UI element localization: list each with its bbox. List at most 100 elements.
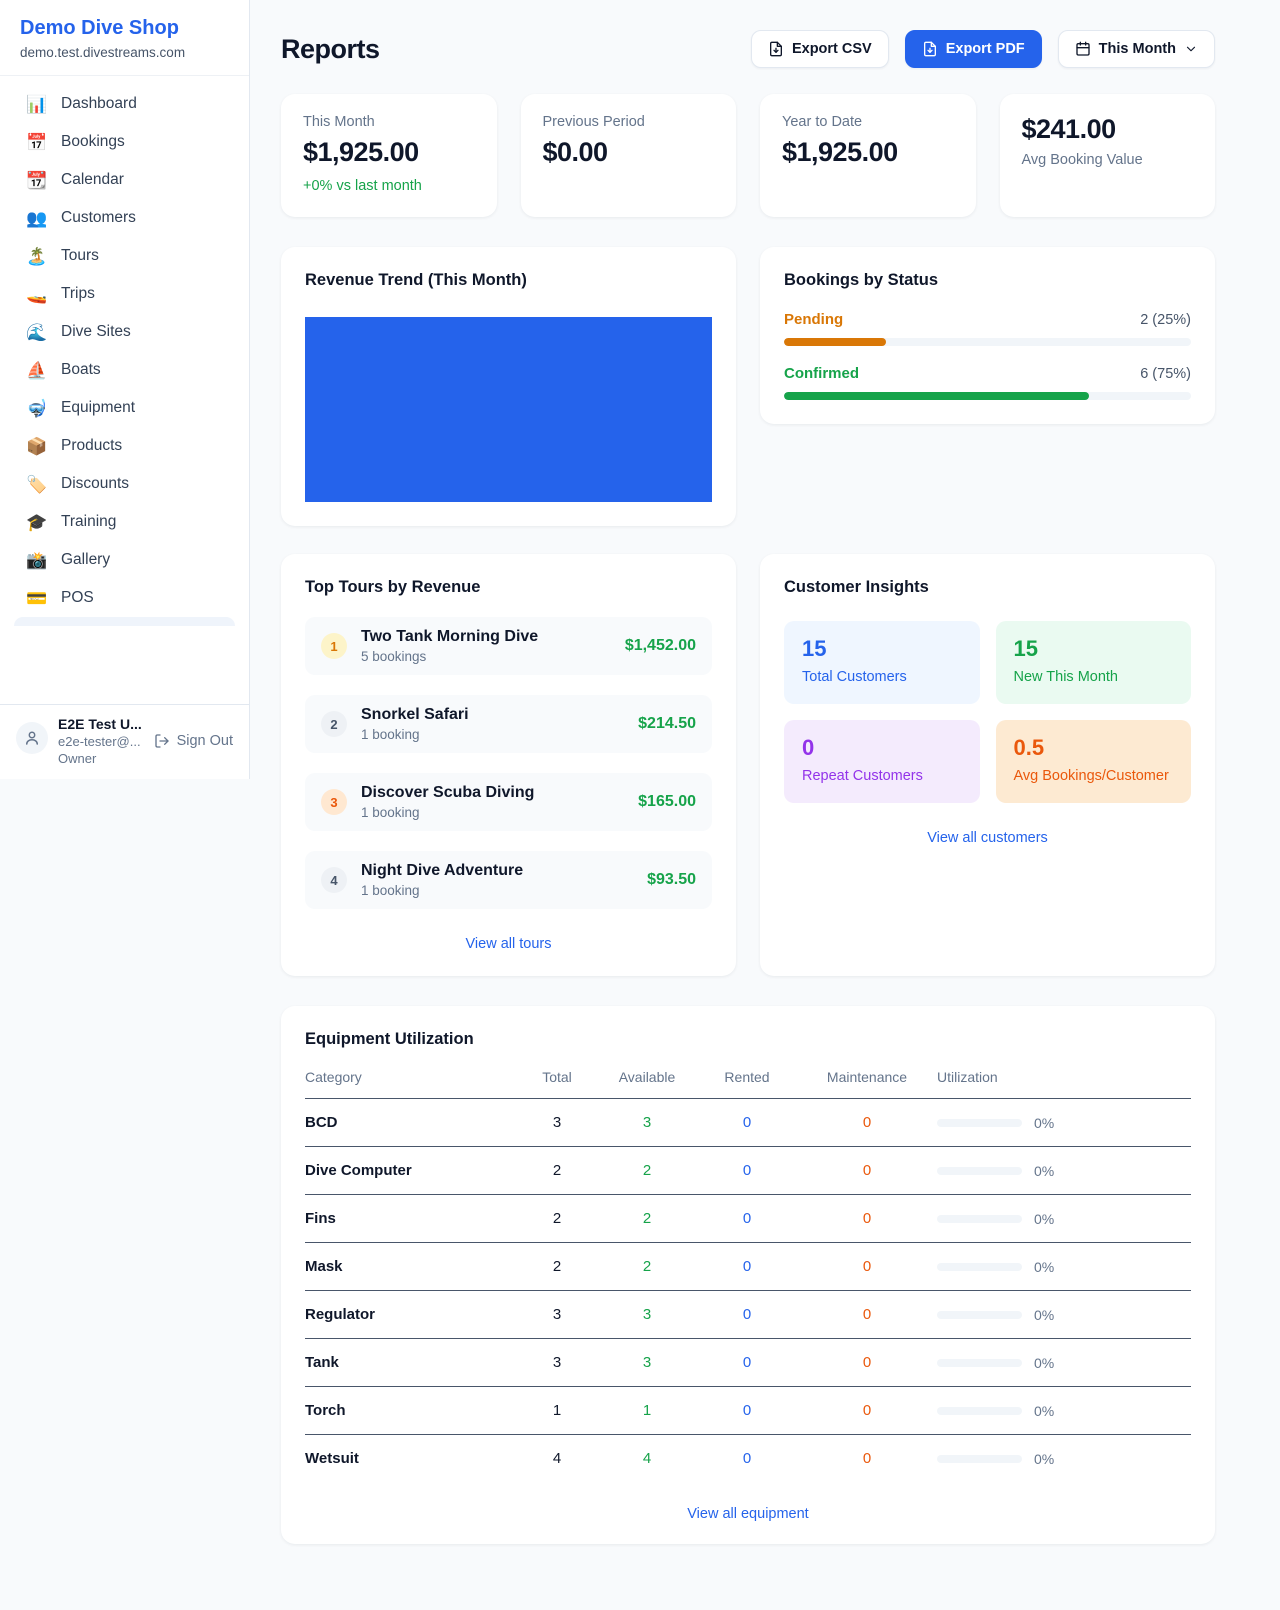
tour-name: Night Dive Adventure <box>361 862 524 879</box>
sidebar-item-dashboard[interactable]: 📊 Dashboard <box>12 85 237 123</box>
progress-fill <box>784 392 1090 400</box>
table-row: BCD 3 3 0 0 0% <box>305 1099 1191 1147</box>
table-header: Category Total Available Rented Maintena… <box>305 1069 1191 1099</box>
view-all-equipment-link[interactable]: View all equipment <box>687 1506 809 1522</box>
card-title: Bookings by Status <box>784 271 939 289</box>
sidebar-item-gallery[interactable]: 📸 Gallery <box>12 541 237 579</box>
cell-rented: 0 <box>742 1402 752 1419</box>
cell-category: Regulator <box>305 1306 376 1323</box>
utilization-bar <box>937 1454 1022 1463</box>
status-label: Pending <box>784 311 844 328</box>
sidebar-item-label: POS <box>61 589 94 606</box>
sidebar-item-products[interactable]: 📦 Products <box>12 427 237 465</box>
user-role: Owner <box>58 751 97 766</box>
tag-icon: 🏷️ <box>26 474 48 494</box>
column-header: Total <box>542 1069 572 1085</box>
tour-bookings: 1 booking <box>361 727 420 742</box>
header-actions: Export CSV Export PDF This Month <box>750 30 1215 68</box>
tile-label: Total Customers <box>802 669 907 685</box>
package-icon: 📦 <box>26 436 48 456</box>
card-title: Equipment Utilization <box>305 1030 474 1048</box>
sidebar-item-bookings[interactable]: 📅 Bookings <box>12 123 237 161</box>
sidebar-item-label: Calendar <box>61 171 124 188</box>
column-header: Category <box>305 1069 362 1085</box>
card-title: Top Tours by Revenue <box>305 578 481 596</box>
sidebar-item-customers[interactable]: 👥 Customers <box>12 199 237 237</box>
user-name: E2E Test U... <box>58 716 142 732</box>
status-value: 2 (25%) <box>1140 312 1191 328</box>
column-header: Utilization <box>937 1069 998 1085</box>
cell-total: 3 <box>552 1354 562 1371</box>
file-download-icon <box>768 41 784 57</box>
tile-label: Avg Bookings/Customer <box>1013 768 1169 784</box>
utilization-pct: 0% <box>1034 1162 1055 1179</box>
rank-badge: 1 <box>321 633 347 659</box>
shop-domain: demo.test.divestreams.com <box>20 45 186 60</box>
rank-badge: 3 <box>321 789 347 815</box>
cell-maintenance: 0 <box>862 1210 872 1227</box>
cell-rented: 0 <box>742 1258 752 1275</box>
shop-title: Demo Dive Shop <box>20 17 179 39</box>
utilization-pct: 0% <box>1034 1402 1055 1419</box>
utilization-pct: 0% <box>1034 1450 1055 1467</box>
sign-out-icon <box>154 733 170 749</box>
sidebar-item-calendar[interactable]: 📆 Calendar <box>12 161 237 199</box>
tile-value: 15 <box>1013 636 1038 661</box>
progress-track <box>784 392 1191 400</box>
cell-category: Tank <box>305 1354 339 1371</box>
cell-category: Mask <box>305 1258 343 1275</box>
utilization-pct: 0% <box>1034 1210 1055 1227</box>
sidebar-item-dive-sites[interactable]: 🌊 Dive Sites <box>12 313 237 351</box>
cell-total: 1 <box>552 1402 562 1419</box>
tour-row: 4 Night Dive Adventure 1 booking $93.50 <box>305 851 712 909</box>
tile-avg-bookings-customer: 0.5 Avg Bookings/Customer <box>995 720 1191 803</box>
tour-bookings: 1 booking <box>361 805 420 820</box>
cell-category: Torch <box>305 1402 346 1419</box>
period-selector[interactable]: This Month <box>1057 30 1215 68</box>
cell-total: 2 <box>552 1258 562 1275</box>
sidebar-item-tours[interactable]: 🏝️ Tours <box>12 237 237 275</box>
calendar-icon <box>1075 41 1091 57</box>
utilization-bar <box>937 1358 1022 1367</box>
cell-available: 4 <box>642 1450 652 1467</box>
cell-available: 2 <box>642 1258 652 1275</box>
utilization-bar <box>937 1118 1022 1127</box>
sidebar-item-equipment[interactable]: 🤿 Equipment <box>12 389 237 427</box>
cell-utilization: 0% <box>937 1451 1191 1467</box>
sign-out-button[interactable]: Sign Out <box>154 730 233 752</box>
export-csv-label: Export CSV <box>791 41 872 57</box>
sidebar-item-discounts[interactable]: 🏷️ Discounts <box>12 465 237 503</box>
utilization-bar <box>937 1262 1022 1271</box>
cell-maintenance: 0 <box>862 1450 872 1467</box>
main-content: Reports Export CSV Export PDF This Month <box>250 0 1280 1584</box>
cell-maintenance: 0 <box>862 1114 872 1131</box>
insights-row: Top Tours by Revenue 1 Two Tank Morning … <box>281 554 1215 976</box>
sidebar-item-training[interactable]: 🎓 Training <box>12 503 237 541</box>
sidebar-item-reports-partial[interactable] <box>14 617 235 626</box>
calendar-date-icon: 📅 <box>26 132 48 152</box>
export-pdf-button[interactable]: Export PDF <box>904 30 1042 68</box>
cell-maintenance: 0 <box>862 1402 872 1419</box>
bar-chart-icon: 📊 <box>26 94 48 114</box>
user-email: e2e-tester@... <box>58 734 141 749</box>
sidebar-item-boats[interactable]: ⛵ Boats <box>12 351 237 389</box>
utilization-pct: 0% <box>1034 1354 1055 1371</box>
view-all-customers-link[interactable]: View all customers <box>927 830 1048 846</box>
period-label: This Month <box>1098 41 1176 57</box>
tour-name: Two Tank Morning Dive <box>361 628 539 645</box>
customer-insights-card: Customer Insights 15 Total Customers 15 … <box>760 554 1215 976</box>
sidebar-item-label: Products <box>61 437 123 454</box>
sidebar-item-label: Trips <box>61 285 95 302</box>
view-all-tours-link[interactable]: View all tours <box>465 936 552 952</box>
tour-row: 1 Two Tank Morning Dive 5 bookings $1,45… <box>305 617 712 675</box>
table-row: Regulator 3 3 0 0 0% <box>305 1291 1191 1339</box>
sidebar-item-label: Gallery <box>61 551 111 568</box>
sidebar-item-pos[interactable]: 💳 POS <box>12 579 237 617</box>
tile-label: New This Month <box>1013 669 1119 685</box>
tile-total-customers: 15 Total Customers <box>784 621 980 704</box>
export-csv-button[interactable]: Export CSV <box>750 30 889 68</box>
sidebar-item-trips[interactable]: 🚤 Trips <box>12 275 237 313</box>
status-value: 6 (75%) <box>1140 366 1191 382</box>
cell-utilization: 0% <box>937 1115 1191 1131</box>
cell-total: 3 <box>552 1306 562 1323</box>
